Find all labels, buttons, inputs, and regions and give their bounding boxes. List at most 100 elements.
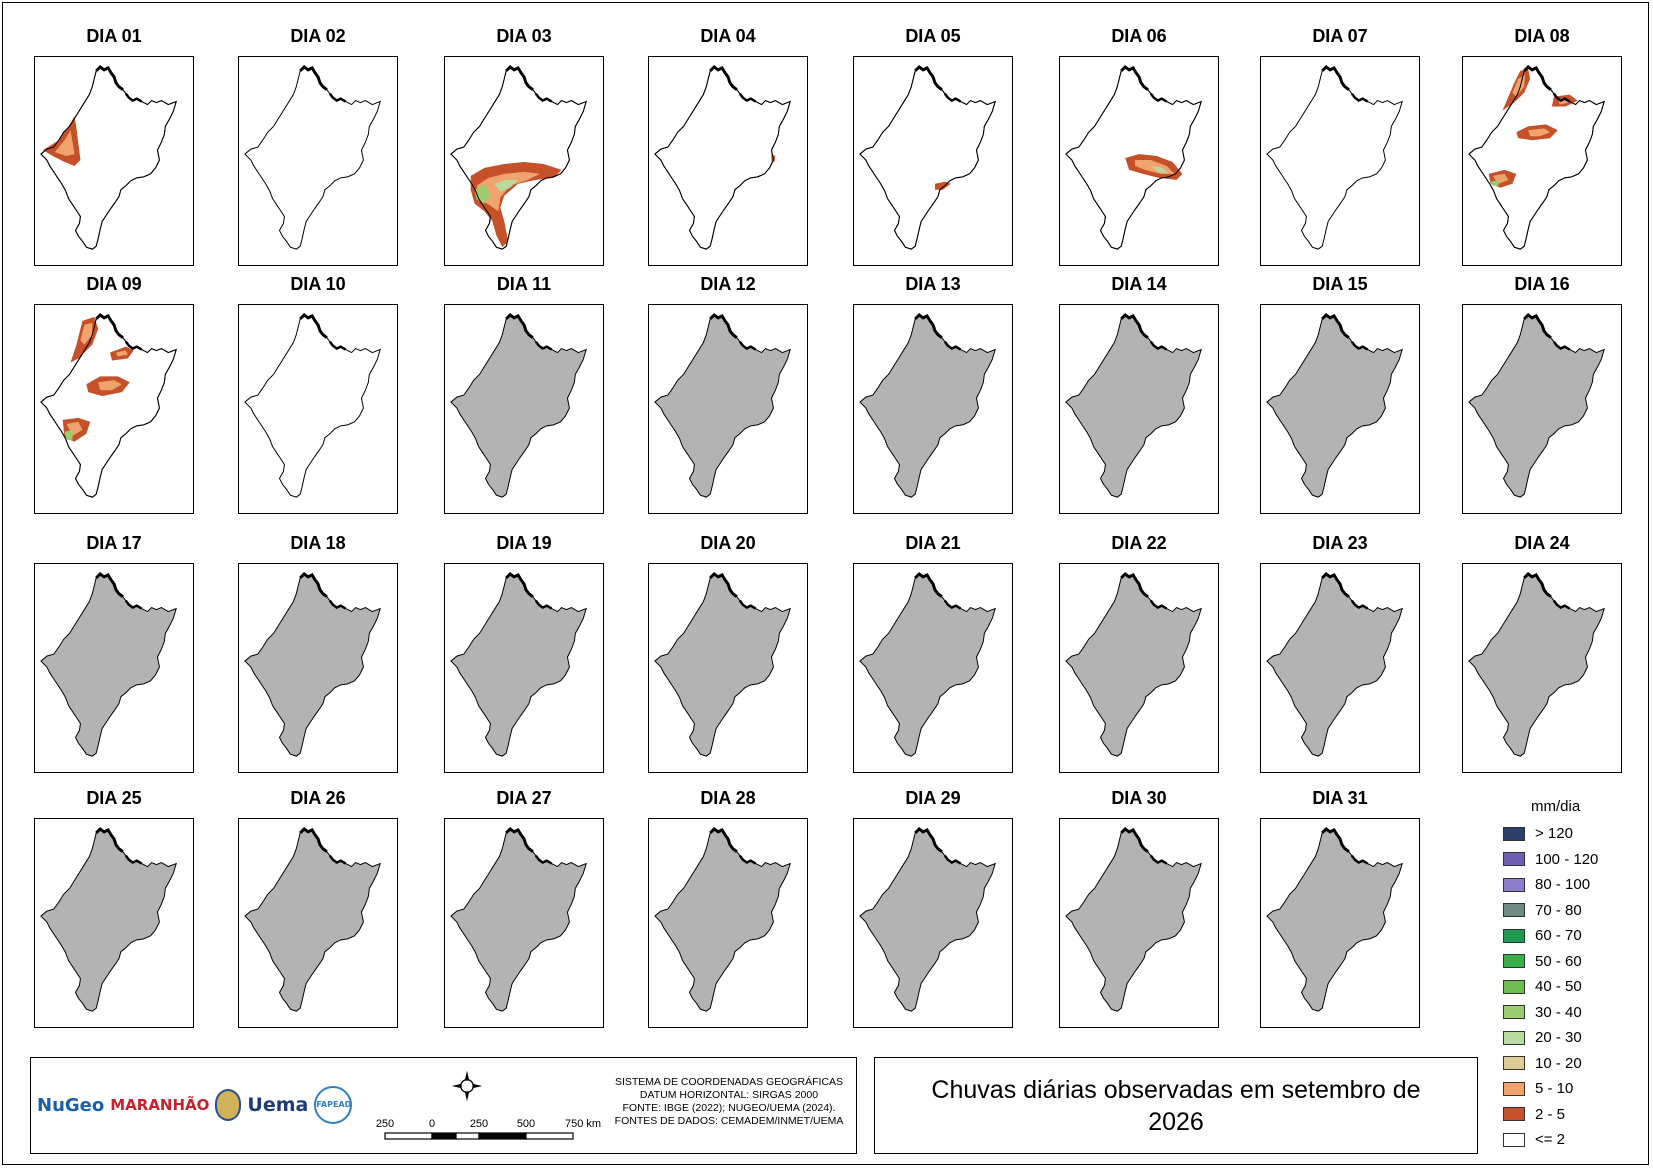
legend-swatch — [1503, 928, 1525, 943]
state-outline — [1266, 64, 1403, 250]
state-outline — [1065, 64, 1202, 250]
legend-item: 60 - 70 — [1495, 923, 1645, 949]
legend-item: 2 - 5 — [1495, 1102, 1645, 1128]
state-outline — [1468, 64, 1605, 250]
legend-item: > 120 — [1495, 821, 1645, 847]
day-title: DIA 26 — [290, 788, 346, 808]
legend: mm/dia > 120 100 - 120 80 - 100 70 - 80 60 -… — [1495, 798, 1645, 1153]
day-map — [34, 56, 194, 266]
legend-label: > 120 — [1535, 825, 1573, 843]
north-arrow-icon — [451, 1070, 483, 1102]
legend-label: 80 - 100 — [1535, 876, 1591, 894]
legend-swatch — [1503, 826, 1525, 841]
credits-box: NuGeo MARANHÃO Uema FAPEAD 250 0 250 500… — [30, 1057, 857, 1154]
legend-swatch — [1503, 1005, 1525, 1020]
day-map — [1462, 304, 1622, 514]
scale-label: 750 km — [565, 1118, 601, 1130]
legend-item: <= 2 — [1495, 1127, 1645, 1153]
day-map — [1260, 304, 1420, 514]
day-title: DIA 25 — [86, 788, 142, 808]
day-map — [1059, 56, 1219, 266]
title-box: Chuvas diárias observadas em setembro de… — [874, 1057, 1478, 1154]
legend-swatch — [1503, 1056, 1525, 1071]
nugeo-logo: NuGeo — [37, 1094, 105, 1116]
day-title: DIA 05 — [905, 26, 961, 46]
day-map — [853, 563, 1013, 773]
day-title: DIA 27 — [496, 788, 552, 808]
day-title: DIA 09 — [86, 274, 142, 294]
day-title: DIA 22 — [1111, 533, 1167, 553]
day-title: DIA 11 — [496, 274, 552, 294]
legend-swatch — [1503, 877, 1525, 892]
state-outline — [1065, 571, 1202, 757]
legend-item: 50 - 60 — [1495, 949, 1645, 975]
day-map — [34, 563, 194, 773]
state-outline — [654, 826, 791, 1012]
legend-label: <= 2 — [1535, 1131, 1566, 1149]
legend-label: 30 - 40 — [1535, 1003, 1582, 1021]
scale-label: 250 — [470, 1118, 488, 1130]
day-title: DIA 19 — [496, 533, 552, 553]
day-title: DIA 04 — [700, 26, 756, 46]
day-map — [34, 304, 194, 514]
legend-swatch — [1503, 979, 1525, 994]
crs-line: SISTEMA DE COORDENADAS GEOGRÁFICAS — [614, 1076, 844, 1088]
legend-swatch — [1503, 852, 1525, 867]
state-outline — [40, 64, 177, 250]
state-outline — [859, 64, 996, 250]
day-title: DIA 31 — [1312, 788, 1368, 808]
day-map — [1462, 563, 1622, 773]
state-outline — [1065, 312, 1202, 498]
day-map — [238, 563, 398, 773]
day-map — [238, 56, 398, 266]
day-title: DIA 29 — [905, 788, 961, 808]
day-title: DIA 10 — [290, 274, 346, 294]
state-outline — [244, 312, 381, 498]
day-map — [1059, 304, 1219, 514]
legend-rows: > 120 100 - 120 80 - 100 70 - 80 60 - 70 50 -… — [1495, 821, 1645, 1153]
state-outline — [859, 571, 996, 757]
state-outline — [1266, 312, 1403, 498]
day-title: DIA 21 — [905, 533, 961, 553]
day-title: DIA 17 — [86, 533, 142, 553]
state-outline — [1266, 826, 1403, 1012]
day-map — [648, 563, 808, 773]
seal-icon — [215, 1089, 242, 1121]
state-outline — [859, 312, 996, 498]
day-map — [444, 304, 604, 514]
day-title: DIA 06 — [1111, 26, 1167, 46]
logos: NuGeo MARANHÃO Uema FAPEAD — [37, 1086, 353, 1124]
day-map — [1260, 818, 1420, 1028]
scale-label: 0 — [429, 1118, 435, 1130]
legend-item: 20 - 30 — [1495, 1025, 1645, 1051]
legend-label: 40 - 50 — [1535, 978, 1582, 996]
legend-item: 100 - 120 — [1495, 847, 1645, 873]
day-title: DIA 16 — [1514, 274, 1570, 294]
legend-label: 2 - 5 — [1535, 1105, 1566, 1123]
day-title: DIA 08 — [1514, 26, 1570, 46]
legend-title: mm/dia — [1531, 798, 1581, 815]
state-outline — [450, 312, 587, 498]
day-title: DIA 01 — [86, 26, 142, 46]
crs-line: FONTES DE DADOS: CEMADEM/INMET/UEMA — [614, 1115, 844, 1127]
day-map — [34, 818, 194, 1028]
day-map — [648, 304, 808, 514]
legend-label: 60 - 70 — [1535, 927, 1582, 945]
legend-item: 30 - 40 — [1495, 1000, 1645, 1026]
state-outline — [450, 826, 587, 1012]
day-map — [444, 56, 604, 266]
day-title: DIA 30 — [1111, 788, 1167, 808]
day-title: DIA 24 — [1514, 533, 1570, 553]
crs-line: DATUM HORIZONTAL: SIRGAS 2000 — [639, 1089, 819, 1101]
fapead-logo: FAPEAD — [314, 1086, 353, 1124]
scale-label: 500 — [517, 1118, 535, 1130]
legend-swatch — [1503, 903, 1525, 918]
day-title: DIA 12 — [700, 274, 756, 294]
state-outline — [1468, 312, 1605, 498]
day-title: DIA 23 — [1312, 533, 1368, 553]
uema-logo: Uema — [247, 1094, 309, 1116]
legend-item: 70 - 80 — [1495, 898, 1645, 924]
legend-label: 10 - 20 — [1535, 1054, 1582, 1072]
day-title: DIA 20 — [700, 533, 756, 553]
